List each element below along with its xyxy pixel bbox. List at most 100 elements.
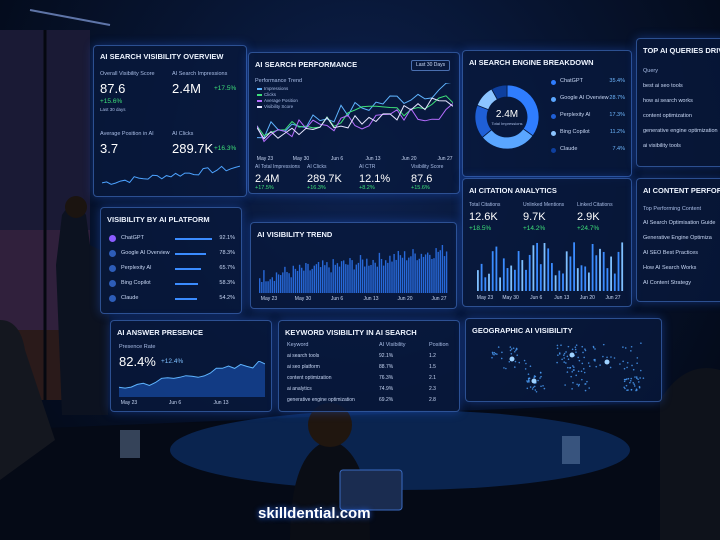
map-dot [493, 351, 496, 354]
engine-dot [551, 131, 556, 136]
map-dot [577, 356, 579, 359]
citation-bar [547, 248, 550, 291]
map-dot [539, 377, 541, 379]
map-dot [629, 379, 632, 382]
content-item: AI SEO Best Practices [643, 250, 699, 256]
engine-name: Bing Copilot [560, 129, 590, 135]
map-dot [561, 358, 563, 361]
metric-label: AI Search Impressions [172, 71, 228, 77]
metric-label: Linked Citations [577, 202, 613, 208]
legend-swatch [257, 88, 262, 90]
citation-bar [573, 242, 575, 291]
trend-line [257, 103, 453, 143]
trend-spike [374, 262, 376, 293]
trend-spike [431, 258, 433, 293]
trend-spike [372, 259, 374, 293]
trend-spike [340, 261, 343, 293]
table-cell: 92.1% [379, 353, 394, 359]
map-dot [543, 387, 546, 390]
panel-title: VISIBILITY BY AI PLATFORM [107, 215, 210, 224]
trend-spike [353, 269, 355, 293]
trend-spike [391, 261, 393, 293]
map-dot [594, 348, 596, 350]
donut [474, 84, 540, 150]
map-dot [602, 355, 604, 358]
metric-value: 87.6 [100, 81, 126, 96]
platform-name: Claude [121, 295, 139, 301]
column-header: AI Visibility [379, 342, 406, 348]
map-dot [630, 350, 632, 352]
map-dot [515, 347, 518, 350]
panel-title: AI SEARCH VISIBILITY OVERVIEW [100, 52, 224, 61]
map-dot [642, 377, 645, 379]
map-dot [576, 383, 578, 386]
citation-bar [613, 273, 616, 291]
trend-spike [418, 258, 420, 293]
trend-spike [275, 272, 278, 293]
trend-spike [416, 260, 418, 293]
x-label: Jun 6 [530, 295, 543, 301]
trend-spike [424, 254, 427, 293]
trend-spike [330, 272, 332, 293]
trend-spike [326, 262, 328, 293]
map-dot [636, 357, 639, 359]
metric-value: 12.1% [359, 173, 391, 185]
map-dot [595, 365, 598, 368]
map-dot [528, 380, 530, 382]
engine-share: 35.4% [609, 78, 625, 84]
range-button: Last 30 Days [411, 60, 451, 71]
map-dot [514, 366, 516, 368]
legend-label: Clicks [264, 92, 276, 97]
trend-spike [267, 281, 269, 293]
query: content optimization [643, 113, 692, 119]
engine-share: 28.7% [609, 95, 625, 101]
table-cell: 88.7% [379, 364, 394, 370]
person-left [0, 320, 55, 480]
trend-spike [378, 252, 381, 293]
map-dot [539, 372, 542, 374]
trend-spike [445, 251, 448, 293]
map-dot [509, 349, 512, 352]
platform-bar [175, 298, 197, 300]
presence-chart [119, 361, 265, 397]
geo-panel: GEOGRAPHIC AI VISIBILITY [465, 318, 662, 402]
metric-value: 82.4% [119, 354, 156, 369]
engine-share: 17.3% [609, 112, 625, 118]
trend-spike [389, 255, 391, 293]
x-label: May 23 [120, 400, 138, 406]
map-dot [606, 356, 608, 359]
x-label: Jun 20 [579, 295, 595, 301]
panel-title: AI ANSWER PRESENCE [117, 328, 203, 337]
trend-spike [280, 275, 282, 293]
metric-note: Last 30 days [100, 107, 126, 112]
metric-label: AI CTR [359, 164, 376, 170]
map-dot [533, 385, 536, 388]
trend-spike [298, 264, 301, 293]
glass [562, 436, 580, 464]
map-dot [624, 387, 626, 390]
map-dot [575, 344, 578, 346]
map-dot [500, 357, 503, 360]
citation-bar [484, 277, 487, 291]
x-label: Jun 20 [397, 296, 413, 302]
map-dot [496, 353, 498, 355]
map-dot [563, 357, 566, 359]
engine-dot [551, 114, 556, 119]
sparkline [102, 165, 240, 185]
map-dot [510, 348, 513, 350]
map-dot [637, 381, 640, 383]
map-dot [518, 361, 521, 364]
map-dot [624, 347, 627, 349]
trend-spike [401, 257, 404, 293]
legend-swatch [257, 94, 262, 96]
map-dot [513, 350, 516, 353]
metric-value: 9.7K [523, 211, 546, 223]
trend-spike [433, 258, 435, 293]
trend-spike [261, 281, 263, 293]
x-label: May 30 [502, 295, 519, 301]
trend-spike [328, 267, 330, 293]
map-dot [512, 347, 515, 349]
query: ai visibility tools [643, 143, 681, 149]
trend-spike [410, 256, 412, 293]
